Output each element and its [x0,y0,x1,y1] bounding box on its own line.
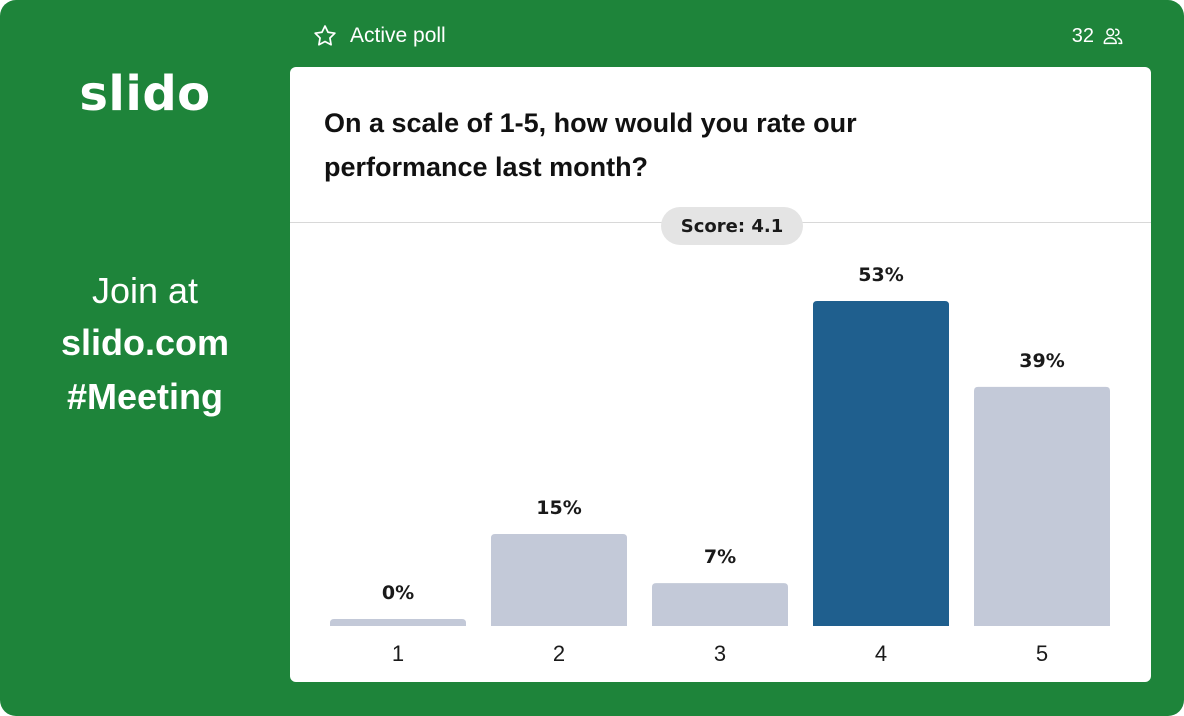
poll-status: Active poll [312,22,446,50]
bar-value-label: 7% [704,546,736,568]
bar-value-label: 15% [536,497,581,519]
bar-rating-5 [974,386,1110,626]
x-tick-label: 2 [553,641,565,666]
users-icon [1103,28,1123,45]
bar-rating-1 [330,619,466,626]
event-code: #Meeting [66,376,224,417]
x-tick-label: 1 [392,641,404,666]
bar-value-label: 0% [382,582,414,604]
score-badge: Score: 4.1 [661,207,803,245]
bar-rating-2 [491,534,627,626]
bar-rating-4 [813,301,949,626]
join-text: Join at [91,270,199,311]
join-instructions: Join at slido.com #Meeting [0,266,290,424]
x-tick-label: 5 [1036,641,1048,666]
slido-logo: slido [79,66,211,122]
join-url[interactable]: slido.com [60,322,230,363]
poll-status-label: Active poll [350,24,446,47]
rating-bar-chart: 0% 1 15% 2 7% 3 53% 4 39% 5 [330,264,1110,666]
bar-rating-3 [652,583,788,626]
bar-value-label: 53% [858,264,903,286]
x-tick-label: 3 [714,641,726,666]
bar-value-label: 39% [1019,350,1064,372]
star-icon [314,25,336,46]
participant-count: 32 [1071,24,1094,47]
poll-question: On a scale of 1-5, how would you rate ou… [324,108,857,182]
participant-counter: 32 [1072,22,1124,50]
x-tick-label: 4 [875,641,887,666]
poll-card: On a scale of 1-5, how would you rate ou… [290,67,1151,682]
